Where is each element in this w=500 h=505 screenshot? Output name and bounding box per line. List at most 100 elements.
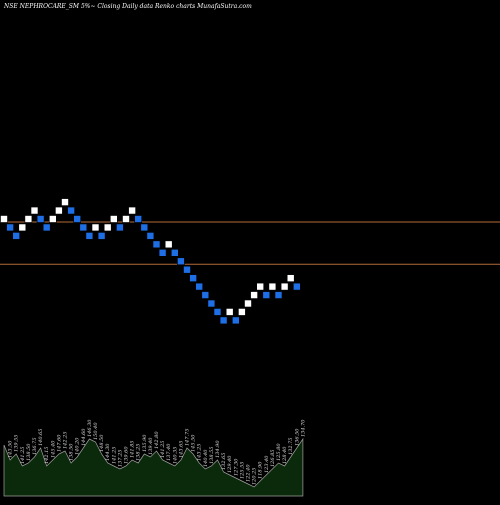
down-brick — [171, 249, 179, 257]
volume-label: 122.40 — [246, 464, 252, 482]
down-brick — [85, 232, 94, 240]
volume-area-path — [3, 437, 304, 497]
volume-label: 146.30 — [87, 419, 93, 437]
volume-label: 137.25 — [117, 450, 123, 468]
down-brick — [146, 232, 155, 240]
down-brick — [36, 215, 45, 223]
volume-label: 140.20 — [75, 437, 81, 455]
down-brick — [232, 316, 240, 325]
down-brick — [79, 223, 88, 232]
volume-label: 136.50 — [294, 428, 300, 446]
volume-label: 140.65 — [38, 429, 44, 447]
volume-label: 126.85 — [270, 450, 276, 468]
down-brick — [158, 249, 167, 257]
volume-label: 143.25 — [197, 444, 203, 462]
volume-label: 138.25 — [136, 444, 142, 462]
volume-label: 136.75 — [32, 438, 38, 456]
volume-label: 144.60 — [81, 428, 87, 446]
volume-label: 129.40 — [227, 455, 233, 473]
up-brick — [61, 198, 69, 206]
up-brick — [0, 215, 8, 223]
up-brick — [30, 206, 39, 215]
volume-label: 141.25 — [160, 441, 166, 459]
up-brick — [103, 223, 112, 232]
volume-label: 132.75 — [288, 438, 294, 456]
up-brick — [55, 206, 63, 215]
up-brick — [122, 215, 130, 223]
down-brick — [189, 274, 197, 282]
up-brick — [128, 206, 136, 215]
volume-label: 128.40 — [282, 446, 288, 464]
volume-label: 141.25 — [20, 447, 26, 465]
volume-label: 147.75 — [185, 429, 191, 447]
volume-label: 148.50 — [99, 434, 105, 452]
up-brick — [225, 308, 234, 316]
down-brick — [152, 240, 161, 249]
down-brick — [97, 232, 106, 240]
up-brick — [244, 299, 252, 308]
up-brick — [280, 282, 289, 291]
volume-label: 150.40 — [93, 422, 99, 440]
volume-label: 138.50 — [26, 443, 32, 461]
volume-label: 125.55 — [239, 462, 245, 480]
volume-label: 139.55 — [14, 435, 20, 453]
up-brick — [18, 223, 27, 232]
volume-label: 134.90 — [215, 440, 221, 458]
down-brick — [183, 265, 191, 274]
volume-label: 125.80 — [276, 443, 282, 461]
volume-label: 142.25 — [63, 432, 69, 450]
reference-lines — [0, 221, 500, 265]
volume-label: 140.40 — [203, 449, 209, 467]
up-brick — [48, 215, 57, 223]
volume-label: 134.70 — [300, 419, 306, 437]
down-brick — [213, 308, 222, 316]
up-brick — [256, 282, 265, 291]
volume-label: 144.30 — [105, 443, 111, 461]
up-brick — [164, 240, 173, 249]
down-brick — [67, 206, 75, 215]
volume-label: 123.40 — [264, 455, 270, 473]
down-brick — [42, 223, 51, 232]
up-brick — [286, 274, 295, 282]
down-brick — [12, 232, 20, 240]
down-brick — [292, 282, 301, 291]
down-brick — [195, 282, 203, 291]
volume-label: 141.25 — [111, 447, 117, 465]
renko-bricks — [0, 198, 301, 325]
volume-label: 145.50 — [191, 434, 197, 452]
up-brick — [91, 223, 100, 232]
volume-label: 138.50 — [69, 443, 75, 461]
down-brick — [219, 316, 228, 325]
volume-label: 142.15 — [44, 447, 50, 465]
up-brick — [238, 308, 246, 316]
chart-title: NSE NEPHROCARE_SM 5%~ Closing Daily data… — [3, 3, 252, 10]
volume-label: 127.30 — [233, 458, 239, 476]
volume-label: 140.35 — [172, 447, 178, 465]
down-brick — [207, 299, 216, 308]
down-brick — [134, 215, 142, 223]
down-brick — [177, 257, 185, 266]
up-brick — [268, 282, 277, 291]
down-brick — [201, 291, 210, 299]
down-brick — [6, 223, 14, 232]
down-brick — [274, 291, 283, 299]
volume-label: 147.60 — [56, 434, 62, 452]
volume-label: 120.25 — [252, 468, 258, 486]
volume-label: 141.85 — [130, 441, 136, 459]
volume-label: 145.40 — [50, 440, 56, 458]
volume-label: 139.40 — [148, 437, 154, 455]
down-brick — [262, 291, 271, 299]
down-brick — [140, 223, 149, 232]
down-brick — [116, 223, 124, 232]
up-brick — [110, 215, 118, 223]
volume-label: 118.90 — [258, 461, 264, 479]
volume-label: 138.55 — [209, 447, 215, 465]
volume-label: 135.90 — [142, 434, 148, 452]
up-brick — [250, 291, 258, 299]
volume-label: 142.80 — [154, 431, 160, 449]
volume-label: 143.50 — [8, 440, 14, 458]
